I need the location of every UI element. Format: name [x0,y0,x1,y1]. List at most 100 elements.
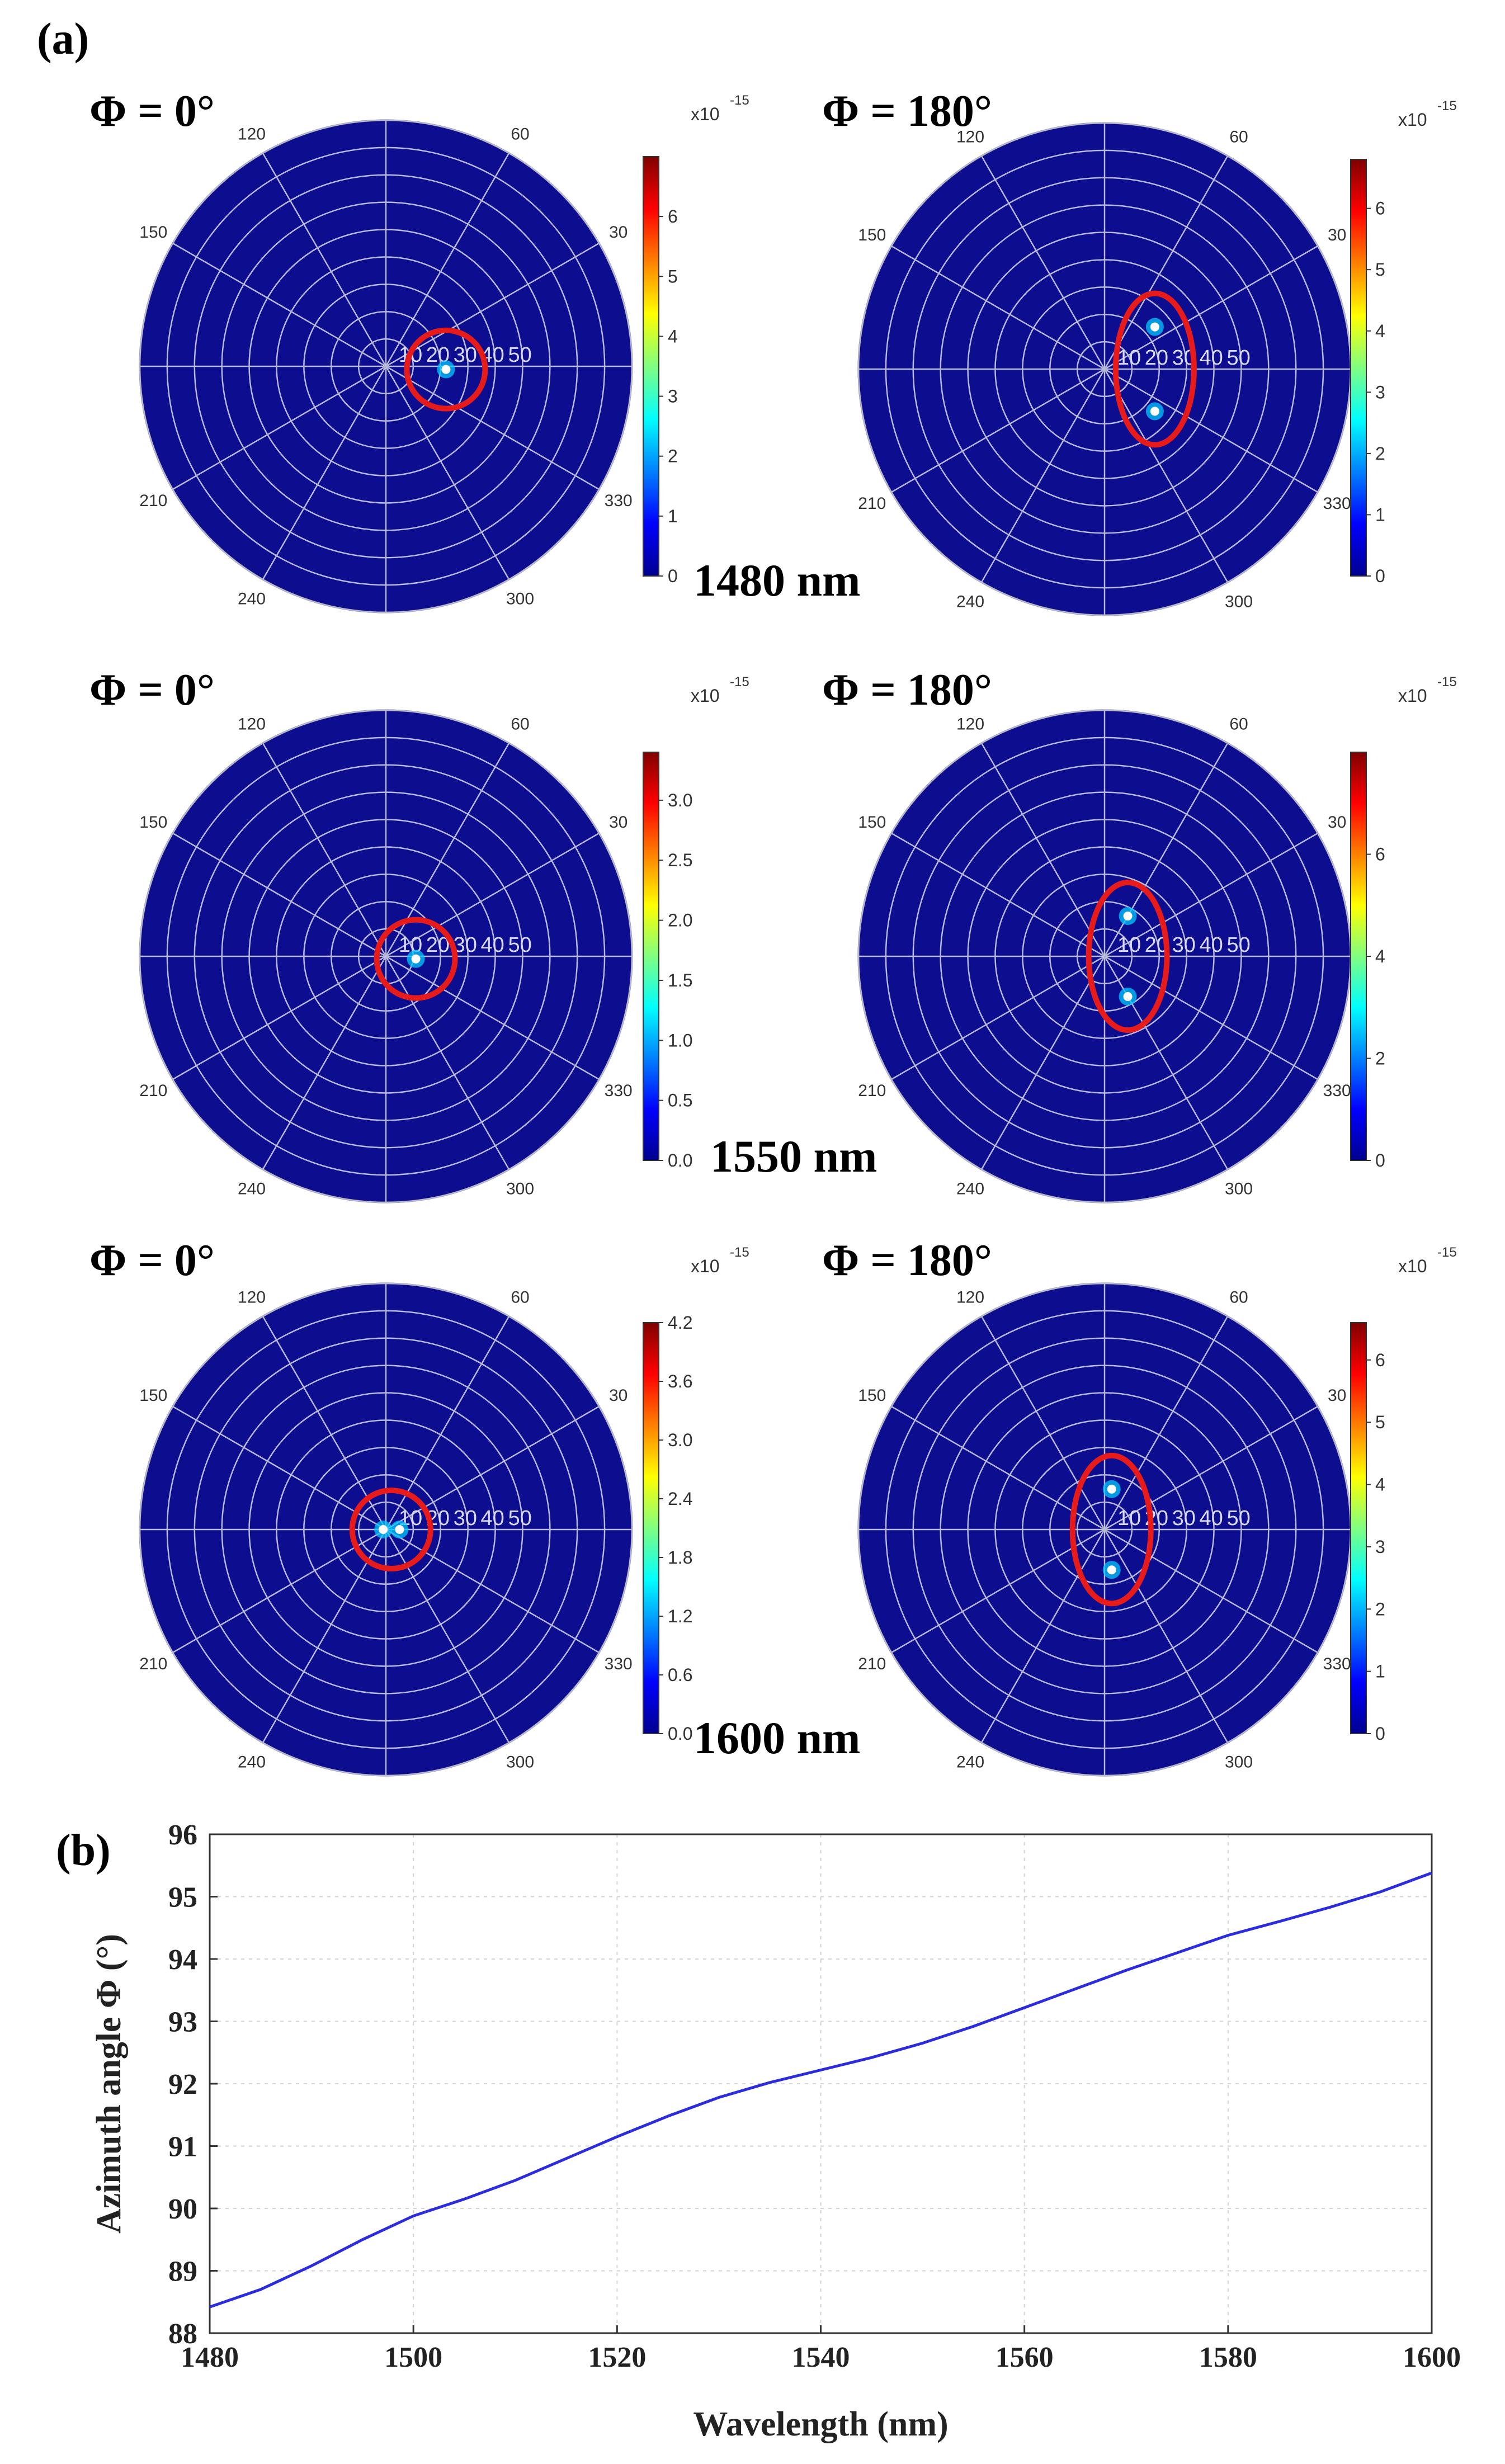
y-tick-label: 95 [168,1882,197,1914]
polar-angle-label: 330 [1323,1082,1351,1100]
polar-spoke [1103,369,1229,583]
colorbar-tick-label: 0 [668,566,678,586]
polar-angle-label: 150 [858,813,886,832]
polar-spoke [172,955,386,1080]
polar-radius-label: 30 [1172,1507,1196,1530]
polar-angle-label: 330 [1323,494,1351,513]
colorbar-exponent-power: -15 [1437,98,1457,114]
polar-spoke [980,743,1106,957]
polar-spoke [891,1405,1105,1531]
polar-angle-label: 60 [511,1288,529,1306]
colorbar [1350,159,1367,577]
polar-radius-label: 40 [481,1507,504,1530]
polar-radius-label: 40 [1200,346,1223,370]
polar-angle-label: 60 [511,125,529,143]
colorbar-tick-label: 2.0 [668,910,692,931]
polar-angle-label: 30 [1328,226,1346,244]
colorbar-tick-label: 0 [1375,566,1385,586]
polar-angle-label: 210 [139,1082,167,1100]
colorbar-exponent-base: x10 [1398,686,1427,706]
polar-spoke [1103,155,1229,370]
polar-spoke [262,1529,387,1743]
y-tick-label: 93 [168,2007,197,2038]
polar-angle-label: 30 [609,1386,628,1405]
polar-angle-label: 300 [506,590,534,608]
colorbar-tick-label: 3.0 [668,790,692,810]
x-tick-label: 1600 [1403,2342,1461,2373]
colorbar-tick-label: 4 [1375,321,1385,341]
polar-spoke [262,366,387,580]
hotspot-core [1150,407,1159,416]
hotspot-core [1107,1565,1116,1575]
polar-angle-label: 300 [506,1180,534,1198]
polar-angle-label: 30 [609,223,628,242]
polar-spoke [172,365,386,490]
polar-angle-label: 240 [956,1180,984,1198]
colorbar-tick-label: 1.2 [668,1606,692,1626]
polar-title: Φ = 180° [822,665,992,715]
polar-spoke [385,955,600,1080]
colorbar-exponent-base: x10 [691,104,720,124]
polar-radius-label: 20 [1145,346,1168,370]
colorbar-exponent-base: x10 [1398,110,1427,130]
colorbar-tick-label: 0.6 [668,1665,692,1685]
polar-spoke [385,242,600,367]
polar-radius-label: 40 [1200,1507,1223,1530]
colorbar-tick-label: 5 [668,266,678,286]
polar-spoke [1103,1316,1229,1530]
colorbar-tick-label: 3 [1375,1537,1385,1557]
colorbar-tick-label: 1.8 [668,1547,692,1568]
line-chart: 1480 1500 1520 1540 1560 1580 1600 88 89 90 91 92 93… [90,1819,1461,2443]
polar-angle-label: 60 [1229,715,1248,733]
polar-spoke [980,1316,1106,1530]
polar-spoke [1104,955,1318,1080]
polar-spoke [172,1405,386,1531]
polar-spoke [1104,245,1318,370]
highlight-ellipse [1069,1452,1154,1607]
colorbar-exponent-power: -15 [730,93,749,108]
polar-angle-label: 150 [139,1386,167,1405]
polar-angle-label: 240 [238,1180,266,1198]
polar-angle-label: 330 [605,1655,633,1673]
x-tick-label: 1520 [588,2342,646,2373]
polar-spoke [980,369,1106,583]
polar-spoke [1104,368,1318,493]
colorbar-tick-label: 0.0 [668,1724,692,1744]
y-tick-label: 89 [168,2256,197,2288]
colorbar-tick-label: 6 [1375,844,1385,865]
colorbar-tick-label: 0 [1375,1724,1385,1744]
polar-spoke [262,743,387,957]
colorbar-exponent-base: x10 [691,1256,720,1276]
polar-spoke [385,1405,600,1531]
polar-radius-label: 10 [1117,1507,1141,1530]
polar-spoke [891,1528,1105,1654]
polar-angle-label: 120 [956,715,984,733]
polar-spoke [262,956,387,1170]
colorbar-exponent-power: -15 [730,674,749,690]
polar-angle-label: 240 [956,1753,984,1772]
polar-angle-label: 30 [1328,813,1346,832]
polar-angle-label: 120 [956,1288,984,1306]
highlight-ellipse [1112,290,1197,448]
colorbar-exponent-power: -15 [730,1245,749,1260]
polar-angle-label: 330 [605,492,633,510]
hotspot-core [1123,912,1133,921]
polar-angle-label: 210 [858,494,886,513]
polar-angle-label: 210 [858,1655,886,1673]
polar-spoke [980,155,1106,370]
y-tick-label: 96 [168,1819,197,1851]
colorbar-exponent-base: x10 [691,686,720,706]
polar-angle-label: 300 [1225,1180,1253,1198]
polar-title: Φ = 0° [89,665,215,715]
polar-angle-label: 60 [1229,1288,1248,1306]
y-tick-label: 88 [168,2318,197,2350]
wavelength-label: 1480 nm [693,555,860,606]
polar-radius-label: 50 [1226,346,1250,370]
colorbar-tick-label: 0 [1375,1150,1385,1170]
colorbar-tick-label: 3 [668,386,678,407]
polar-angle-label: 150 [139,223,167,242]
